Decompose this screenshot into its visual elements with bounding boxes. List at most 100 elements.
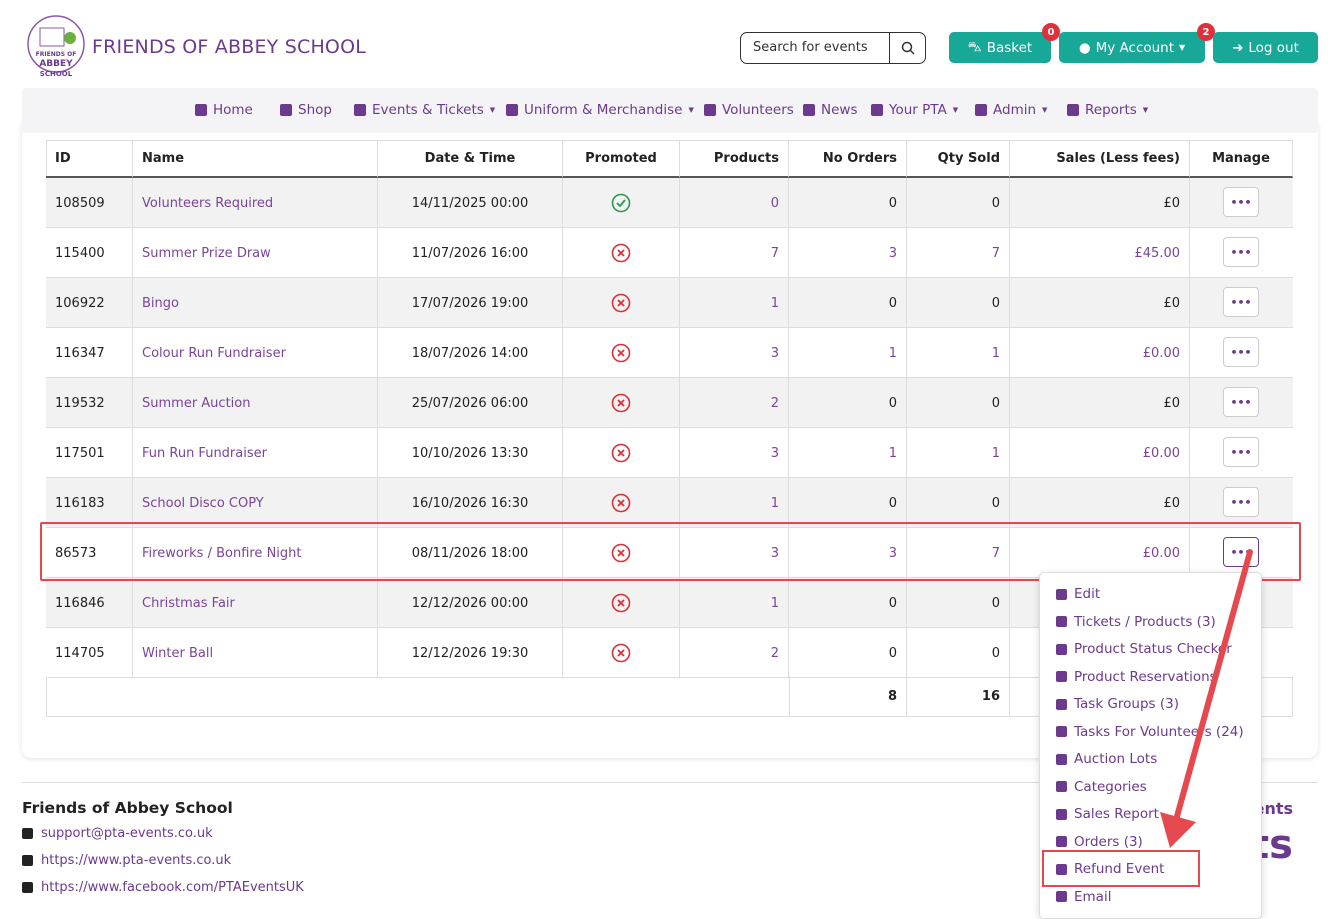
cell-date: 14/11/2025 00:00 xyxy=(378,178,563,228)
cell-qty[interactable]: 1 xyxy=(907,428,1010,478)
promoted-no xyxy=(611,443,631,463)
promoted-no xyxy=(611,293,631,313)
nav-item[interactable]: Admin ▼ xyxy=(975,102,1047,118)
cell-qty[interactable]: 7 xyxy=(907,528,1010,578)
cell-date: 25/07/2026 06:00 xyxy=(378,378,563,428)
cell-orders[interactable]: 1 xyxy=(789,328,907,378)
cell-orders: 0 xyxy=(789,578,907,628)
nav-item[interactable]: Shop xyxy=(280,102,332,118)
nav-item[interactable]: Events & Tickets ▼ xyxy=(354,102,495,118)
cell-date: 12/12/2026 19:30 xyxy=(378,628,563,678)
cell-orders[interactable]: 1 xyxy=(789,428,907,478)
nav-item[interactable]: Uniform & Merchandise ▼ xyxy=(506,102,694,118)
cell-products[interactable]: 2 xyxy=(680,378,789,428)
menu-item[interactable]: Email xyxy=(1056,889,1111,905)
cell-products[interactable]: 3 xyxy=(680,528,789,578)
basket-button[interactable]: ⛍ Basket xyxy=(949,32,1051,63)
cell-name[interactable]: Fireworks / Bonfire Night xyxy=(133,528,378,578)
cell-orders: 0 xyxy=(789,478,907,528)
menu-item[interactable]: Orders (3) xyxy=(1056,834,1143,850)
cell-products[interactable]: 3 xyxy=(680,328,789,378)
cell-products[interactable]: 3 xyxy=(680,428,789,478)
menu-icon xyxy=(1056,616,1067,627)
cell-sales[interactable]: £45.00 xyxy=(1010,228,1190,278)
menu-item[interactable]: Edit xyxy=(1056,586,1100,602)
nav-item[interactable]: Reports ▼ xyxy=(1067,102,1148,118)
menu-icon xyxy=(1056,753,1067,765)
logout-button[interactable]: ➜ Log out xyxy=(1213,32,1318,63)
nav-label: Home xyxy=(213,102,253,118)
manage-button[interactable]: ••• xyxy=(1223,387,1259,417)
menu-label: Auction Lots xyxy=(1074,751,1158,767)
manage-button[interactable]: ••• xyxy=(1223,287,1259,317)
menu-item[interactable]: Tasks For Volunteers (24) xyxy=(1056,724,1244,740)
cell-id: 117501 xyxy=(46,428,133,478)
nav-item[interactable]: Volunteers xyxy=(704,102,794,118)
cell-qty: 0 xyxy=(907,278,1010,328)
brand[interactable]: FRIENDS OF ABBEY SCHOOL xyxy=(92,36,367,58)
cell-products[interactable]: 0 xyxy=(680,178,789,228)
column-header: Name xyxy=(133,140,378,178)
menu-item[interactable]: Categories xyxy=(1056,779,1147,795)
cell-name[interactable]: Winter Ball xyxy=(133,628,378,678)
cell-products[interactable]: 1 xyxy=(680,578,789,628)
column-header: Promoted xyxy=(563,140,680,178)
manage-button[interactable]: ••• xyxy=(1223,237,1259,267)
menu-item[interactable]: Refund Event xyxy=(1056,861,1164,877)
cell-id: 106922 xyxy=(46,278,133,328)
cell-name[interactable]: Christmas Fair xyxy=(133,578,378,628)
cell-products[interactable]: 1 xyxy=(680,478,789,528)
cell-products[interactable]: 7 xyxy=(680,228,789,278)
cell-orders[interactable]: 3 xyxy=(789,528,907,578)
cell-qty: 0 xyxy=(907,628,1010,678)
cell-name[interactable]: Colour Run Fundraiser xyxy=(133,328,378,378)
cell-name[interactable]: Fun Run Fundraiser xyxy=(133,428,378,478)
table-row xyxy=(46,278,1293,328)
cell-qty: 0 xyxy=(907,578,1010,628)
nav-item[interactable]: Home xyxy=(195,102,253,118)
menu-item[interactable]: Product Status Checker xyxy=(1056,641,1232,657)
cell-sales[interactable]: £0.00 xyxy=(1010,428,1190,478)
caret: ▼ xyxy=(1142,106,1149,114)
menu-item[interactable]: Product Reservations xyxy=(1056,669,1217,685)
cell-name[interactable]: Volunteers Required xyxy=(133,178,378,228)
cell-qty[interactable]: 1 xyxy=(907,328,1010,378)
nav-icon xyxy=(280,104,292,116)
account-button[interactable]: ● My Account ▼ xyxy=(1059,32,1205,63)
footer-link[interactable]: https://www.facebook.com/PTAEventsUK xyxy=(22,880,304,895)
cell-name[interactable]: Summer Prize Draw xyxy=(133,228,378,278)
cell-date: 16/10/2026 16:30 xyxy=(378,478,563,528)
cell-sales[interactable]: £0.00 xyxy=(1010,328,1190,378)
nav-item[interactable]: News xyxy=(803,102,857,118)
cell-name[interactable]: Bingo xyxy=(133,278,378,328)
cell-qty: 0 xyxy=(907,178,1010,228)
menu-item[interactable]: Sales Report xyxy=(1056,806,1159,822)
cell-promoted xyxy=(563,478,680,528)
cell-qty[interactable]: 7 xyxy=(907,228,1010,278)
cell-sales: £0 xyxy=(1010,278,1190,328)
manage-button[interactable]: ••• xyxy=(1223,187,1259,217)
search-box[interactable]: Search for events xyxy=(740,32,926,64)
cell-name[interactable]: Summer Auction xyxy=(133,378,378,428)
manage-button[interactable]: ••• xyxy=(1223,337,1259,367)
cell-id: 86573 xyxy=(46,528,133,578)
icon: ⛍ xyxy=(967,38,982,55)
nav-item[interactable]: Your PTA ▼ xyxy=(871,102,958,118)
nav-icon xyxy=(1067,104,1079,116)
cell-products[interactable]: 1 xyxy=(680,278,789,328)
footer-link-text: https://www.pta-events.co.uk xyxy=(41,853,232,868)
manage-button[interactable]: ••• xyxy=(1223,437,1259,467)
cell-name[interactable]: School Disco COPY xyxy=(133,478,378,528)
menu-item[interactable]: Auction Lots xyxy=(1056,751,1157,767)
manage-button[interactable]: ••• xyxy=(1223,487,1259,517)
cell-promoted xyxy=(563,228,680,278)
caret: ▼ xyxy=(688,106,694,114)
footer-link[interactable]: https://www.pta-events.co.uk xyxy=(22,853,231,868)
cell-orders[interactable]: 3 xyxy=(789,228,907,278)
menu-item[interactable]: Task Groups (3) xyxy=(1056,696,1179,712)
cell-sales: £0 xyxy=(1010,478,1190,528)
menu-item[interactable]: Tickets / Products (3) xyxy=(1056,614,1216,630)
footer-link[interactable]: support@pta-events.co.uk xyxy=(22,826,213,841)
cell-products[interactable]: 2 xyxy=(680,628,789,678)
nav-label: Volunteers xyxy=(722,102,794,118)
